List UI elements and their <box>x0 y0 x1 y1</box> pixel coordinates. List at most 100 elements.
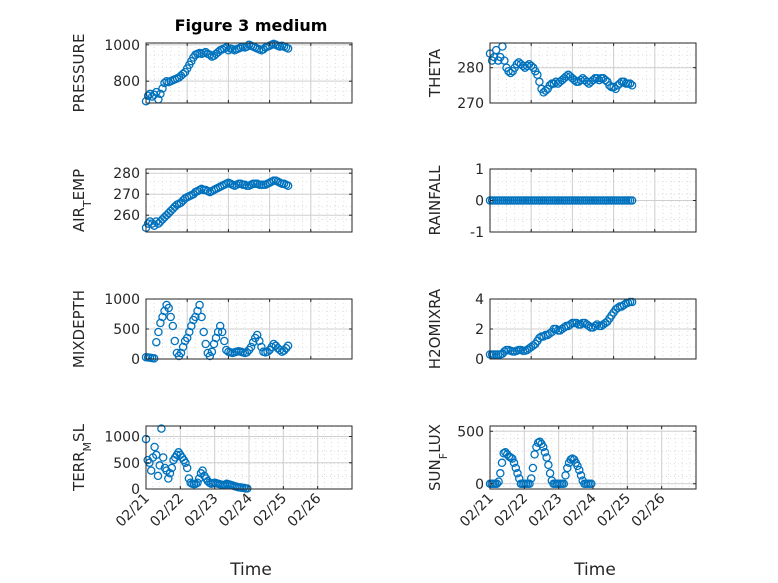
x-tick-label: 02/24 <box>560 490 600 530</box>
data-point <box>513 469 522 478</box>
x-tick-label: 02/25 <box>250 491 290 531</box>
subplot-5: 0 500 1000 MIXDEPTH <box>70 290 353 368</box>
data-point <box>166 312 175 322</box>
x-axis-label-left: Time <box>229 560 272 580</box>
data-point <box>541 86 550 95</box>
data-point <box>281 343 291 353</box>
x-tick-label: 02/25 <box>594 491 634 531</box>
data-point <box>205 351 215 361</box>
data-point <box>263 347 272 357</box>
data-point <box>201 47 210 57</box>
y-tick-label: 2 <box>475 322 484 338</box>
x-tick-label: 02/21 <box>457 491 497 531</box>
data-point <box>283 181 293 191</box>
data-point <box>575 465 584 475</box>
y-axis-label: MIXDEPTH <box>70 290 88 368</box>
data-point <box>147 219 157 228</box>
y-tick-label: 280 <box>113 166 140 182</box>
y-axis-label-subscript: M <box>81 442 94 452</box>
data-point <box>588 75 598 85</box>
y-tick-label: 500 <box>113 456 140 472</box>
data-point <box>627 196 637 205</box>
data-point <box>178 69 188 79</box>
x-tick-label: 02/23 <box>526 491 566 531</box>
data-point <box>491 45 501 55</box>
x-tick-label: 02/23 <box>182 491 222 531</box>
data-point <box>193 478 202 487</box>
data-point <box>504 66 513 76</box>
y-axis-label: H2OMIXRA <box>426 288 444 369</box>
data-point <box>283 341 293 351</box>
data-point <box>540 448 550 457</box>
data-point <box>627 297 637 307</box>
data-point <box>224 46 233 55</box>
y-axis-label-main: TERR <box>70 451 88 492</box>
y-axis-label: THETA <box>426 48 444 98</box>
data-point <box>559 479 569 489</box>
data-point <box>609 82 618 92</box>
y-tick-label: 1000 <box>104 430 140 446</box>
data-point <box>197 312 206 322</box>
y-axis-label: SUNFLUX <box>426 424 450 491</box>
data-point <box>164 303 173 313</box>
plot-area <box>490 43 696 103</box>
y-tick-label: 270 <box>113 187 140 203</box>
data-point <box>257 342 266 352</box>
data-point <box>153 471 163 481</box>
data-point <box>143 91 153 100</box>
data-point <box>625 79 635 88</box>
data-point <box>155 461 164 470</box>
data-point <box>152 87 161 97</box>
data-point <box>154 327 163 337</box>
y-axis-label-tail: LUX <box>426 424 444 453</box>
data-point <box>576 320 585 329</box>
y-tick-label: 260 <box>113 208 140 224</box>
data-point <box>518 61 528 71</box>
data-point <box>526 474 536 483</box>
y-tick-label: 0 <box>475 477 484 493</box>
data-point <box>492 479 502 489</box>
y-axis-label-tail: EMP <box>70 169 88 200</box>
data-point <box>246 342 256 352</box>
data-point <box>544 460 553 470</box>
y-axis-label-main: MIXDEPTH <box>70 290 88 368</box>
data-point <box>207 347 217 357</box>
data-point <box>570 75 579 85</box>
data-point <box>592 320 602 329</box>
data-point <box>149 221 159 230</box>
x-tick-label: 02/22 <box>147 491 187 531</box>
data-point <box>528 463 538 473</box>
data-point <box>149 354 159 363</box>
x-tick-label: 02/24 <box>216 490 256 530</box>
data-point <box>152 337 161 347</box>
y-tick-label: 4 <box>475 292 484 308</box>
data-point <box>563 463 572 473</box>
data-point <box>590 321 600 331</box>
y-axis-label: RAINFALL <box>426 165 444 236</box>
data-point <box>627 81 637 90</box>
y-axis-label: PRESSURE <box>70 34 88 113</box>
data-point <box>508 454 517 463</box>
y-tick-label: 1 <box>475 162 484 178</box>
data-point <box>576 471 586 480</box>
axes-box <box>145 168 353 233</box>
data-point <box>205 50 215 60</box>
y-axis-label: AIRTEMP <box>70 169 94 232</box>
data-point <box>592 74 602 83</box>
y-axis-label-main: AIR <box>70 207 88 232</box>
y-tick-label: -1 <box>470 225 484 241</box>
data-point <box>525 479 534 489</box>
subplot-1: 800 1000 PRESSURE <box>70 34 353 113</box>
data-point <box>158 84 167 93</box>
data-point <box>217 327 227 337</box>
data-point <box>549 79 559 88</box>
y-axis-label-main: THETA <box>426 48 444 98</box>
data-point <box>181 458 190 468</box>
y-tick-label: 0 <box>475 352 484 368</box>
data-point <box>500 347 509 356</box>
data-point <box>584 321 594 331</box>
y-tick-label: 0 <box>131 352 140 368</box>
data-point <box>198 466 207 475</box>
